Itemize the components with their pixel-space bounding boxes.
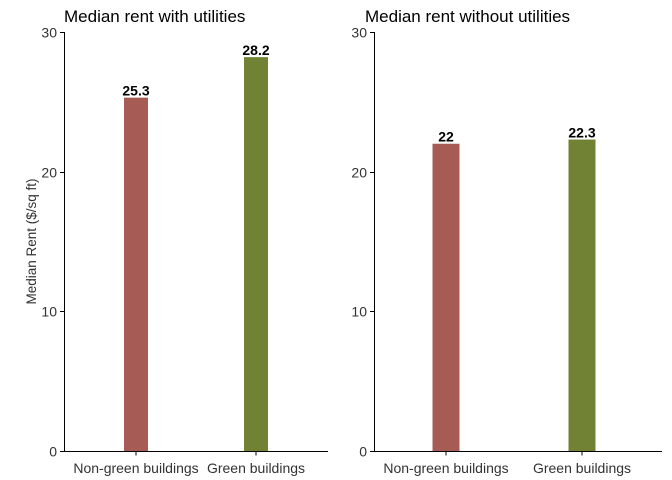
bar-data-label: 22.3 <box>568 125 595 141</box>
y-tick-label: 20 <box>41 165 57 181</box>
y-tick-label: 10 <box>351 304 367 320</box>
x-tick-label: Green buildings <box>533 460 631 476</box>
chart-title: Median rent with utilities <box>64 7 245 26</box>
panel-with-utilities: Median rent with utilities Median Rent ($… <box>24 7 328 476</box>
bar-green <box>244 57 268 451</box>
bar-non-green <box>432 143 460 451</box>
x-tick-label: Non-green buildings <box>73 460 198 476</box>
chart-title: Median rent without utilities <box>365 7 570 26</box>
x-tick-label: Green buildings <box>207 460 305 476</box>
panel-without-utilities: Median rent without utilities 22 22.3 0 10 20… <box>351 7 662 476</box>
y-tick-label: 20 <box>351 165 367 181</box>
x-tick-label: Non-green buildings <box>383 460 508 476</box>
y-tick-label: 0 <box>49 444 57 460</box>
y-tick-label: 30 <box>351 25 367 41</box>
y-tick-label: 30 <box>41 25 57 41</box>
bar-data-label: 22 <box>438 129 454 145</box>
bar-data-label: 25.3 <box>122 83 149 99</box>
y-tick-label: 10 <box>41 304 57 320</box>
bar-green <box>568 139 596 451</box>
y-axis-title: Median Rent ($/sq ft) <box>24 178 39 304</box>
bar-data-label: 28.2 <box>242 42 269 58</box>
bar-non-green <box>124 97 148 451</box>
y-tick-label: 0 <box>359 444 367 460</box>
